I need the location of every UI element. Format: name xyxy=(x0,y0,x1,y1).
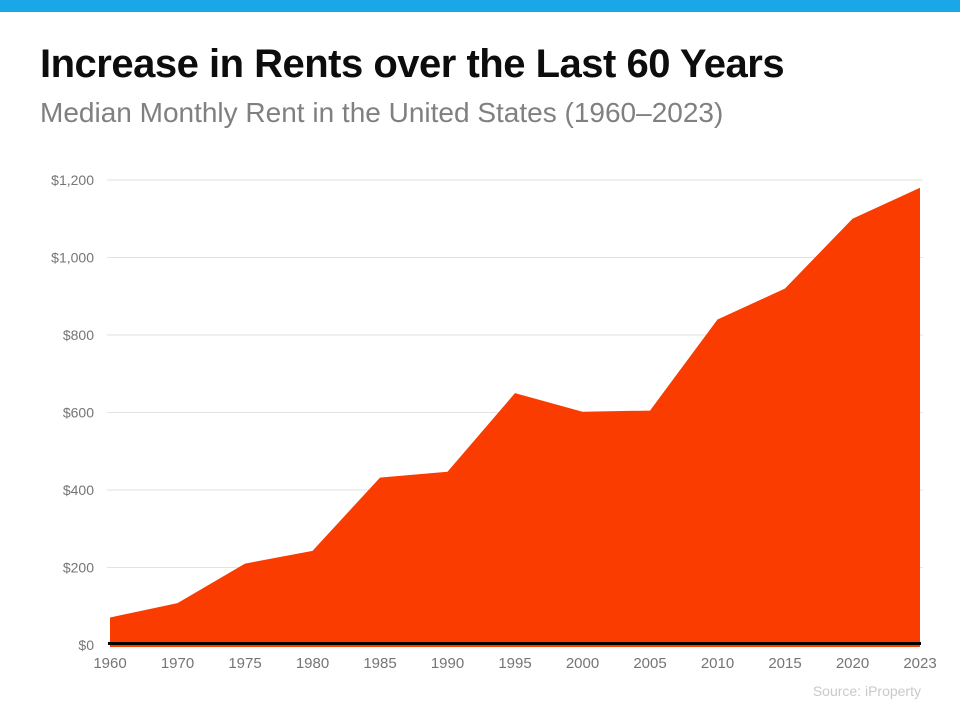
page-subtitle: Median Monthly Rent in the United States… xyxy=(40,97,724,128)
x-axis-tick-label: 1995 xyxy=(498,655,531,672)
x-axis-tick-label: 1970 xyxy=(161,655,194,672)
x-axis-tick-label: 2020 xyxy=(836,655,869,672)
y-axis-tick-label: $600 xyxy=(63,405,94,421)
x-axis-tick-label: 2015 xyxy=(768,655,801,672)
y-axis-tick-label: $1,000 xyxy=(51,250,94,266)
y-axis-tick-label: $800 xyxy=(63,327,94,343)
x-axis-tick-label: 1980 xyxy=(296,655,329,672)
x-axis-tick-label: 1990 xyxy=(431,655,464,672)
x-axis-tick-label: 1985 xyxy=(363,655,396,672)
x-axis-tick-label: 2010 xyxy=(701,655,734,672)
area-series xyxy=(110,187,920,647)
top-accent-bar xyxy=(0,0,960,12)
x-axis-tick-label: 1975 xyxy=(228,655,261,672)
page-title: Increase in Rents over the Last 60 Years xyxy=(40,42,785,86)
y-axis-tick-label: $1,200 xyxy=(51,172,94,188)
x-axis-tick-label: 1960 xyxy=(93,655,126,672)
y-axis-tick-label: $400 xyxy=(63,482,94,498)
x-axis-tick-label: 2000 xyxy=(566,655,599,672)
y-axis-tick-label: $0 xyxy=(78,637,94,653)
source-attribution: Source: iProperty xyxy=(812,683,921,699)
y-axis-tick-label: $200 xyxy=(63,560,94,576)
x-axis-tick-label: 2023 xyxy=(903,655,936,672)
x-axis-tick-label: 2005 xyxy=(633,655,666,672)
